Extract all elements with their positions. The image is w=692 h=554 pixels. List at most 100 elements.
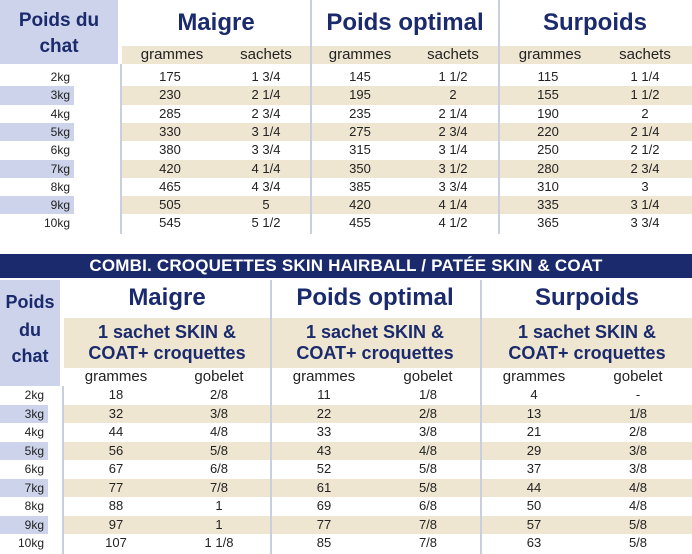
value-cell: 2 3/4 [630,160,660,176]
value-cell: 2/8 [628,424,648,439]
value-cell: 7/8 [418,535,438,550]
weight-header-cell [0,280,60,386]
value-cell: 380 [159,142,181,158]
value-cell: 195 [349,87,371,103]
value-cell: 77 [108,479,124,495]
value-cell: 3 3/4 [630,215,660,231]
weight-label: 9kg [24,517,44,532]
value-cell: 1 [215,498,223,513]
value-cell: 280 [537,160,559,176]
table1-divider [310,0,312,234]
value-cell: 3/8 [418,424,438,439]
row-stripe-data [64,441,692,460]
value-cell: 145 [349,69,371,84]
value-cell: 5 1/2 [251,215,281,231]
subheader-grammes-3: grammes [518,46,582,63]
table-row: 3kg 32 3/8 22 2/8 13 1/8 [0,404,692,423]
value-cell: 2 1/4 [630,123,660,139]
value-cell: 4 [530,387,538,402]
row-stripe-data [64,515,692,534]
table-row: 9kg 97 1 77 7/8 57 5/8 [0,515,692,534]
value-cell: 3 1/4 [438,142,468,158]
value-cell: 1/8 [418,387,438,402]
value-cell: 37 [526,461,542,476]
value-cell: 7/8 [209,479,229,495]
table-row: 7kg 77 7/8 61 5/8 44 4/8 [0,478,692,497]
weight-label: 8kg [24,499,44,513]
subheader-band [122,46,692,64]
row-stripe-label [0,159,74,178]
value-cell: 1 1/8 [204,535,234,550]
value-cell: 4/8 [628,479,648,495]
value-cell: 33 [316,424,332,439]
value-cell: 455 [349,215,371,231]
subheader-grammes-1: grammes [84,368,148,385]
table-row: 4kg 44 4/8 33 3/8 21 2/8 [0,423,692,442]
row-stripe-label [0,515,48,534]
value-cell: 365 [537,215,559,231]
value-cell: 465 [159,178,181,194]
value-cell: 6/8 [418,498,438,513]
value-cell: 545 [159,215,181,231]
value-cell: 6/8 [209,461,229,476]
combo-label-surpoids-2: COAT+ croquettes [508,343,666,363]
value-cell: 5/8 [628,535,648,550]
table-row: 2kg 175 1 3/4 145 1 1/2 115 1 1/4 [0,68,692,86]
row-stripe-data [122,122,692,142]
value-cell: 4/8 [209,424,229,439]
table-row: 3kg 230 2 1/4 195 2 155 1 1/2 [0,86,692,105]
value-cell: 1 [215,516,223,532]
combo-label-surpoids-1: 1 sachet SKIN & [517,322,657,342]
table1-divider [120,64,122,234]
value-cell: 2/8 [418,405,438,421]
value-cell: 250 [537,142,559,158]
value-cell: 1 1/2 [438,69,468,84]
value-cell: 3/8 [628,442,648,458]
value-cell: 330 [159,123,181,139]
value-cell: 235 [349,105,371,121]
value-cell: 57 [526,516,542,532]
subheader-grammes-2: grammes [292,368,356,385]
value-cell: 315 [349,142,371,158]
group-maigre: Maigre [177,9,255,36]
value-cell: 18 [108,387,124,402]
row-stripe-label [0,122,74,142]
value-cell: 7/8 [418,516,438,532]
subheader-gobelet-2: gobelet [403,368,453,385]
value-cell: 3 3/4 [251,142,281,158]
value-cell: 2 1/4 [251,87,281,103]
weight-header-line1: Poids [5,292,55,312]
value-cell: 420 [349,197,371,213]
value-cell: 29 [526,442,542,458]
subheader-gobelet-3: gobelet [613,368,663,385]
weight-label: 5kg [50,124,70,139]
value-cell: 2 [449,87,457,103]
value-cell: 2/8 [209,387,229,402]
value-cell: 335 [537,197,559,213]
value-cell: 350 [349,160,371,176]
combo-label-maigre-2: COAT+ croquettes [88,343,246,363]
value-cell: 63 [526,535,542,550]
table-row: 8kg 88 1 69 6/8 50 4/8 [0,497,692,516]
weight-label: 10kg [43,216,70,231]
group-surpoids: Surpoids [542,9,647,36]
value-cell: 1/8 [628,405,648,421]
table2-divider [480,280,482,554]
value-cell: 4 1/2 [438,215,468,231]
value-cell: 56 [108,442,124,458]
table-row: 4kg 285 2 3/4 235 2 1/4 190 2 [0,105,692,123]
table1-divider [498,0,500,234]
value-cell: 4 1/4 [438,197,468,213]
table-row: 8kg 465 4 3/4 385 3 3/4 310 3 [0,178,692,196]
row-stripe-label [0,404,48,423]
value-cell: 275 [349,123,371,139]
value-cell: 1 1/4 [630,69,660,84]
table-row: 10kg 107 1 1/8 85 7/8 63 5/8 [0,534,692,553]
weight-header-line2: du [19,320,41,340]
table-row: 9kg 505 5 420 4 1/4 335 3 1/4 [0,196,692,215]
value-cell: 107 [105,535,127,550]
row-stripe-data [64,404,692,423]
value-cell: 5/8 [418,461,438,476]
group-poids-optimal: Poids optimal [296,284,454,311]
subheader-grammes-2: grammes [328,46,392,63]
